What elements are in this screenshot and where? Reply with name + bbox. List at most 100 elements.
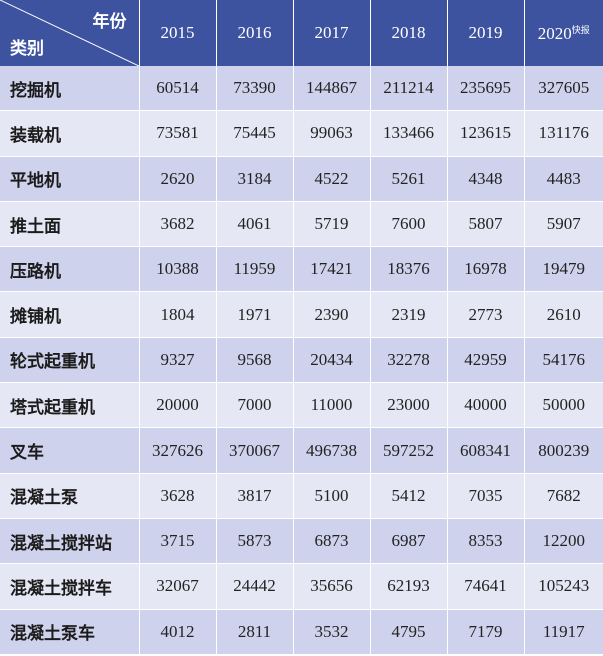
value-cell-2017: 144867 <box>293 66 371 112</box>
value-cell-2020: 4483 <box>524 156 603 202</box>
value-cell-2017: 5719 <box>293 201 371 248</box>
year-label: 2020 <box>537 23 572 43</box>
value-cell-2018: 4795 <box>370 609 448 655</box>
value-cell-2015: 10388 <box>139 246 217 293</box>
category-cell: 压路机 <box>0 246 140 293</box>
value-cell-2017: 17421 <box>293 246 371 293</box>
value-cell-2020: 12200 <box>524 518 603 565</box>
year-header-2019: 2019 <box>447 0 525 66</box>
value-cell-2019: 7179 <box>447 609 525 655</box>
header-row: 年份 类别 2015 2016 2017 2018 2019 2020快报 <box>0 0 603 66</box>
value-cell-2018: 211214 <box>370 66 448 112</box>
year-header-2016: 2016 <box>216 0 294 66</box>
value-cell-2020: 5907 <box>524 201 603 248</box>
value-cell-2015: 2620 <box>139 156 217 202</box>
value-cell-2016: 5873 <box>216 518 294 565</box>
value-cell-2019: 8353 <box>447 518 525 565</box>
value-cell-2019: 16978 <box>447 246 525 293</box>
value-cell-2019: 2773 <box>447 291 525 338</box>
value-cell-2020: 105243 <box>524 563 603 610</box>
value-cell-2019: 235695 <box>447 66 525 112</box>
category-cell: 挖掘机 <box>0 66 140 112</box>
value-cell-2018: 5412 <box>370 473 448 519</box>
table-row: 叉车 327626 370067 496738 597252 608341 800239 <box>0 427 603 474</box>
year-label: 2018 <box>391 23 426 42</box>
value-cell-2017: 5100 <box>293 473 371 519</box>
category-cell: 混凝土搅拌站 <box>0 518 140 565</box>
value-cell-2018: 23000 <box>370 382 448 429</box>
table-body: 挖掘机 60514 73390 144867 211214 235695 327605 装载机… <box>0 66 603 655</box>
value-cell-2020: 7682 <box>524 473 603 519</box>
value-cell-2016: 9568 <box>216 337 294 384</box>
value-cell-2016: 3817 <box>216 473 294 519</box>
value-cell-2016: 75445 <box>216 110 294 157</box>
value-cell-2017: 35656 <box>293 563 371 610</box>
category-cell: 平地机 <box>0 156 140 202</box>
value-cell-2016: 24442 <box>216 563 294 610</box>
value-cell-2015: 20000 <box>139 382 217 429</box>
value-cell-2017: 3532 <box>293 609 371 655</box>
value-cell-2020: 131176 <box>524 110 603 157</box>
year-header-2020: 2020快报 <box>524 0 603 66</box>
value-cell-2020: 327605 <box>524 66 603 112</box>
corner-label-year: 年份 <box>92 12 127 32</box>
value-cell-2016: 2811 <box>216 609 294 655</box>
value-cell-2015: 4012 <box>139 609 217 655</box>
value-cell-2019: 40000 <box>447 382 525 429</box>
table-row: 推土面 3682 4061 5719 7600 5807 5907 <box>0 201 603 248</box>
category-cell: 装载机 <box>0 110 140 157</box>
category-cell: 混凝土泵车 <box>0 609 140 655</box>
category-cell: 混凝土泵 <box>0 473 140 519</box>
table-row: 挖掘机 60514 73390 144867 211214 235695 327605 <box>0 66 603 112</box>
value-cell-2015: 1804 <box>139 291 217 338</box>
value-cell-2016: 7000 <box>216 382 294 429</box>
year-label: 2015 <box>160 23 195 42</box>
value-cell-2015: 3628 <box>139 473 217 519</box>
value-cell-2020: 2610 <box>524 291 603 338</box>
value-cell-2018: 18376 <box>370 246 448 293</box>
value-cell-2019: 7035 <box>447 473 525 519</box>
table-row: 压路机 10388 11959 17421 18376 16978 19479 <box>0 246 603 293</box>
corner-header-cell: 年份 类别 <box>0 0 140 66</box>
value-cell-2017: 4522 <box>293 156 371 202</box>
value-cell-2019: 608341 <box>447 427 525 474</box>
year-label: 2019 <box>468 23 503 42</box>
value-cell-2015: 9327 <box>139 337 217 384</box>
value-cell-2016: 73390 <box>216 66 294 112</box>
value-cell-2015: 73581 <box>139 110 217 157</box>
value-cell-2015: 32067 <box>139 563 217 610</box>
table-row: 混凝土搅拌站 3715 5873 6873 6987 8353 12200 <box>0 518 603 565</box>
preliminary-note: 快报 <box>571 25 590 36</box>
table-row: 混凝土搅拌车 32067 24442 35656 62193 74641 105243 <box>0 563 603 610</box>
value-cell-2020: 50000 <box>524 382 603 429</box>
category-cell: 轮式起重机 <box>0 337 140 384</box>
value-cell-2019: 4348 <box>447 156 525 202</box>
year-label: 2016 <box>237 23 272 42</box>
value-cell-2020: 800239 <box>524 427 603 474</box>
category-cell: 摊铺机 <box>0 291 140 338</box>
value-cell-2019: 74641 <box>447 563 525 610</box>
value-cell-2018: 62193 <box>370 563 448 610</box>
value-cell-2016: 11959 <box>216 246 294 293</box>
value-cell-2017: 20434 <box>293 337 371 384</box>
table-row: 混凝土泵车 4012 2811 3532 4795 7179 11917 <box>0 609 603 655</box>
table-row: 装载机 73581 75445 99063 133466 123615 131176 <box>0 110 603 157</box>
value-cell-2016: 4061 <box>216 201 294 248</box>
value-cell-2018: 2319 <box>370 291 448 338</box>
year-header-2015: 2015 <box>139 0 217 66</box>
table-row: 平地机 2620 3184 4522 5261 4348 4483 <box>0 156 603 202</box>
table-row: 混凝土泵 3628 3817 5100 5412 7035 7682 <box>0 473 603 519</box>
category-cell: 塔式起重机 <box>0 382 140 429</box>
value-cell-2017: 6873 <box>293 518 371 565</box>
value-cell-2017: 11000 <box>293 382 371 429</box>
value-cell-2016: 370067 <box>216 427 294 474</box>
value-cell-2017: 496738 <box>293 427 371 474</box>
value-cell-2018: 5261 <box>370 156 448 202</box>
year-label: 2017 <box>314 23 349 42</box>
value-cell-2020: 54176 <box>524 337 603 384</box>
table-row: 轮式起重机 9327 9568 20434 32278 42959 54176 <box>0 337 603 384</box>
value-cell-2017: 99063 <box>293 110 371 157</box>
value-cell-2018: 133466 <box>370 110 448 157</box>
